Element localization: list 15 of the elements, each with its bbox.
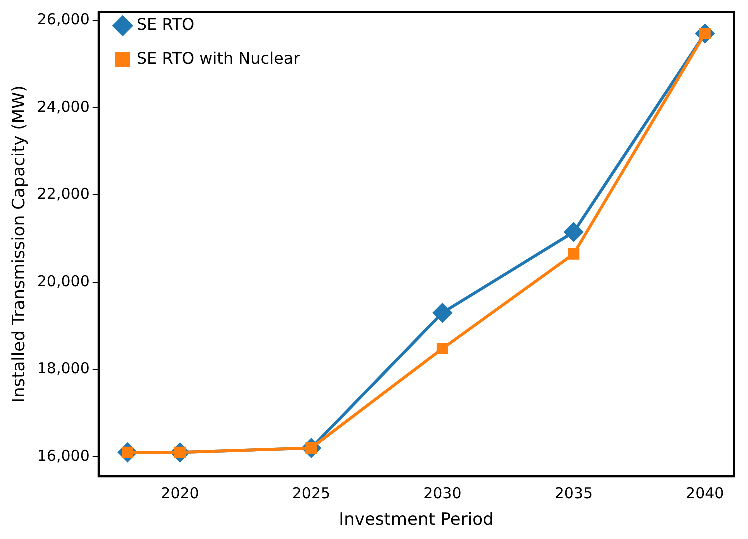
x-axis-title: Investment Period xyxy=(339,510,494,530)
y-tick-label: 18,000 xyxy=(37,360,90,378)
x-tick-label: 2020 xyxy=(161,484,200,502)
x-tick-label: 2035 xyxy=(554,484,594,502)
x-tick-label: 2025 xyxy=(292,484,331,502)
y-tick-label: 24,000 xyxy=(37,98,90,116)
y-tick-label: 16,000 xyxy=(37,446,90,465)
y-axis-title: Installed Transmission Capacity (MW) xyxy=(10,86,30,404)
legend-label: SE RTO xyxy=(136,15,195,34)
legend-label: SE RTO with Nuclear xyxy=(136,49,301,68)
y-tick-label: 22,000 xyxy=(37,185,90,204)
y-tick-label: 20,000 xyxy=(37,272,90,290)
y-tick-label: 26,000 xyxy=(37,10,90,29)
x-tick-label: 2030 xyxy=(424,484,462,502)
x-tick-label: 2040 xyxy=(686,484,724,502)
